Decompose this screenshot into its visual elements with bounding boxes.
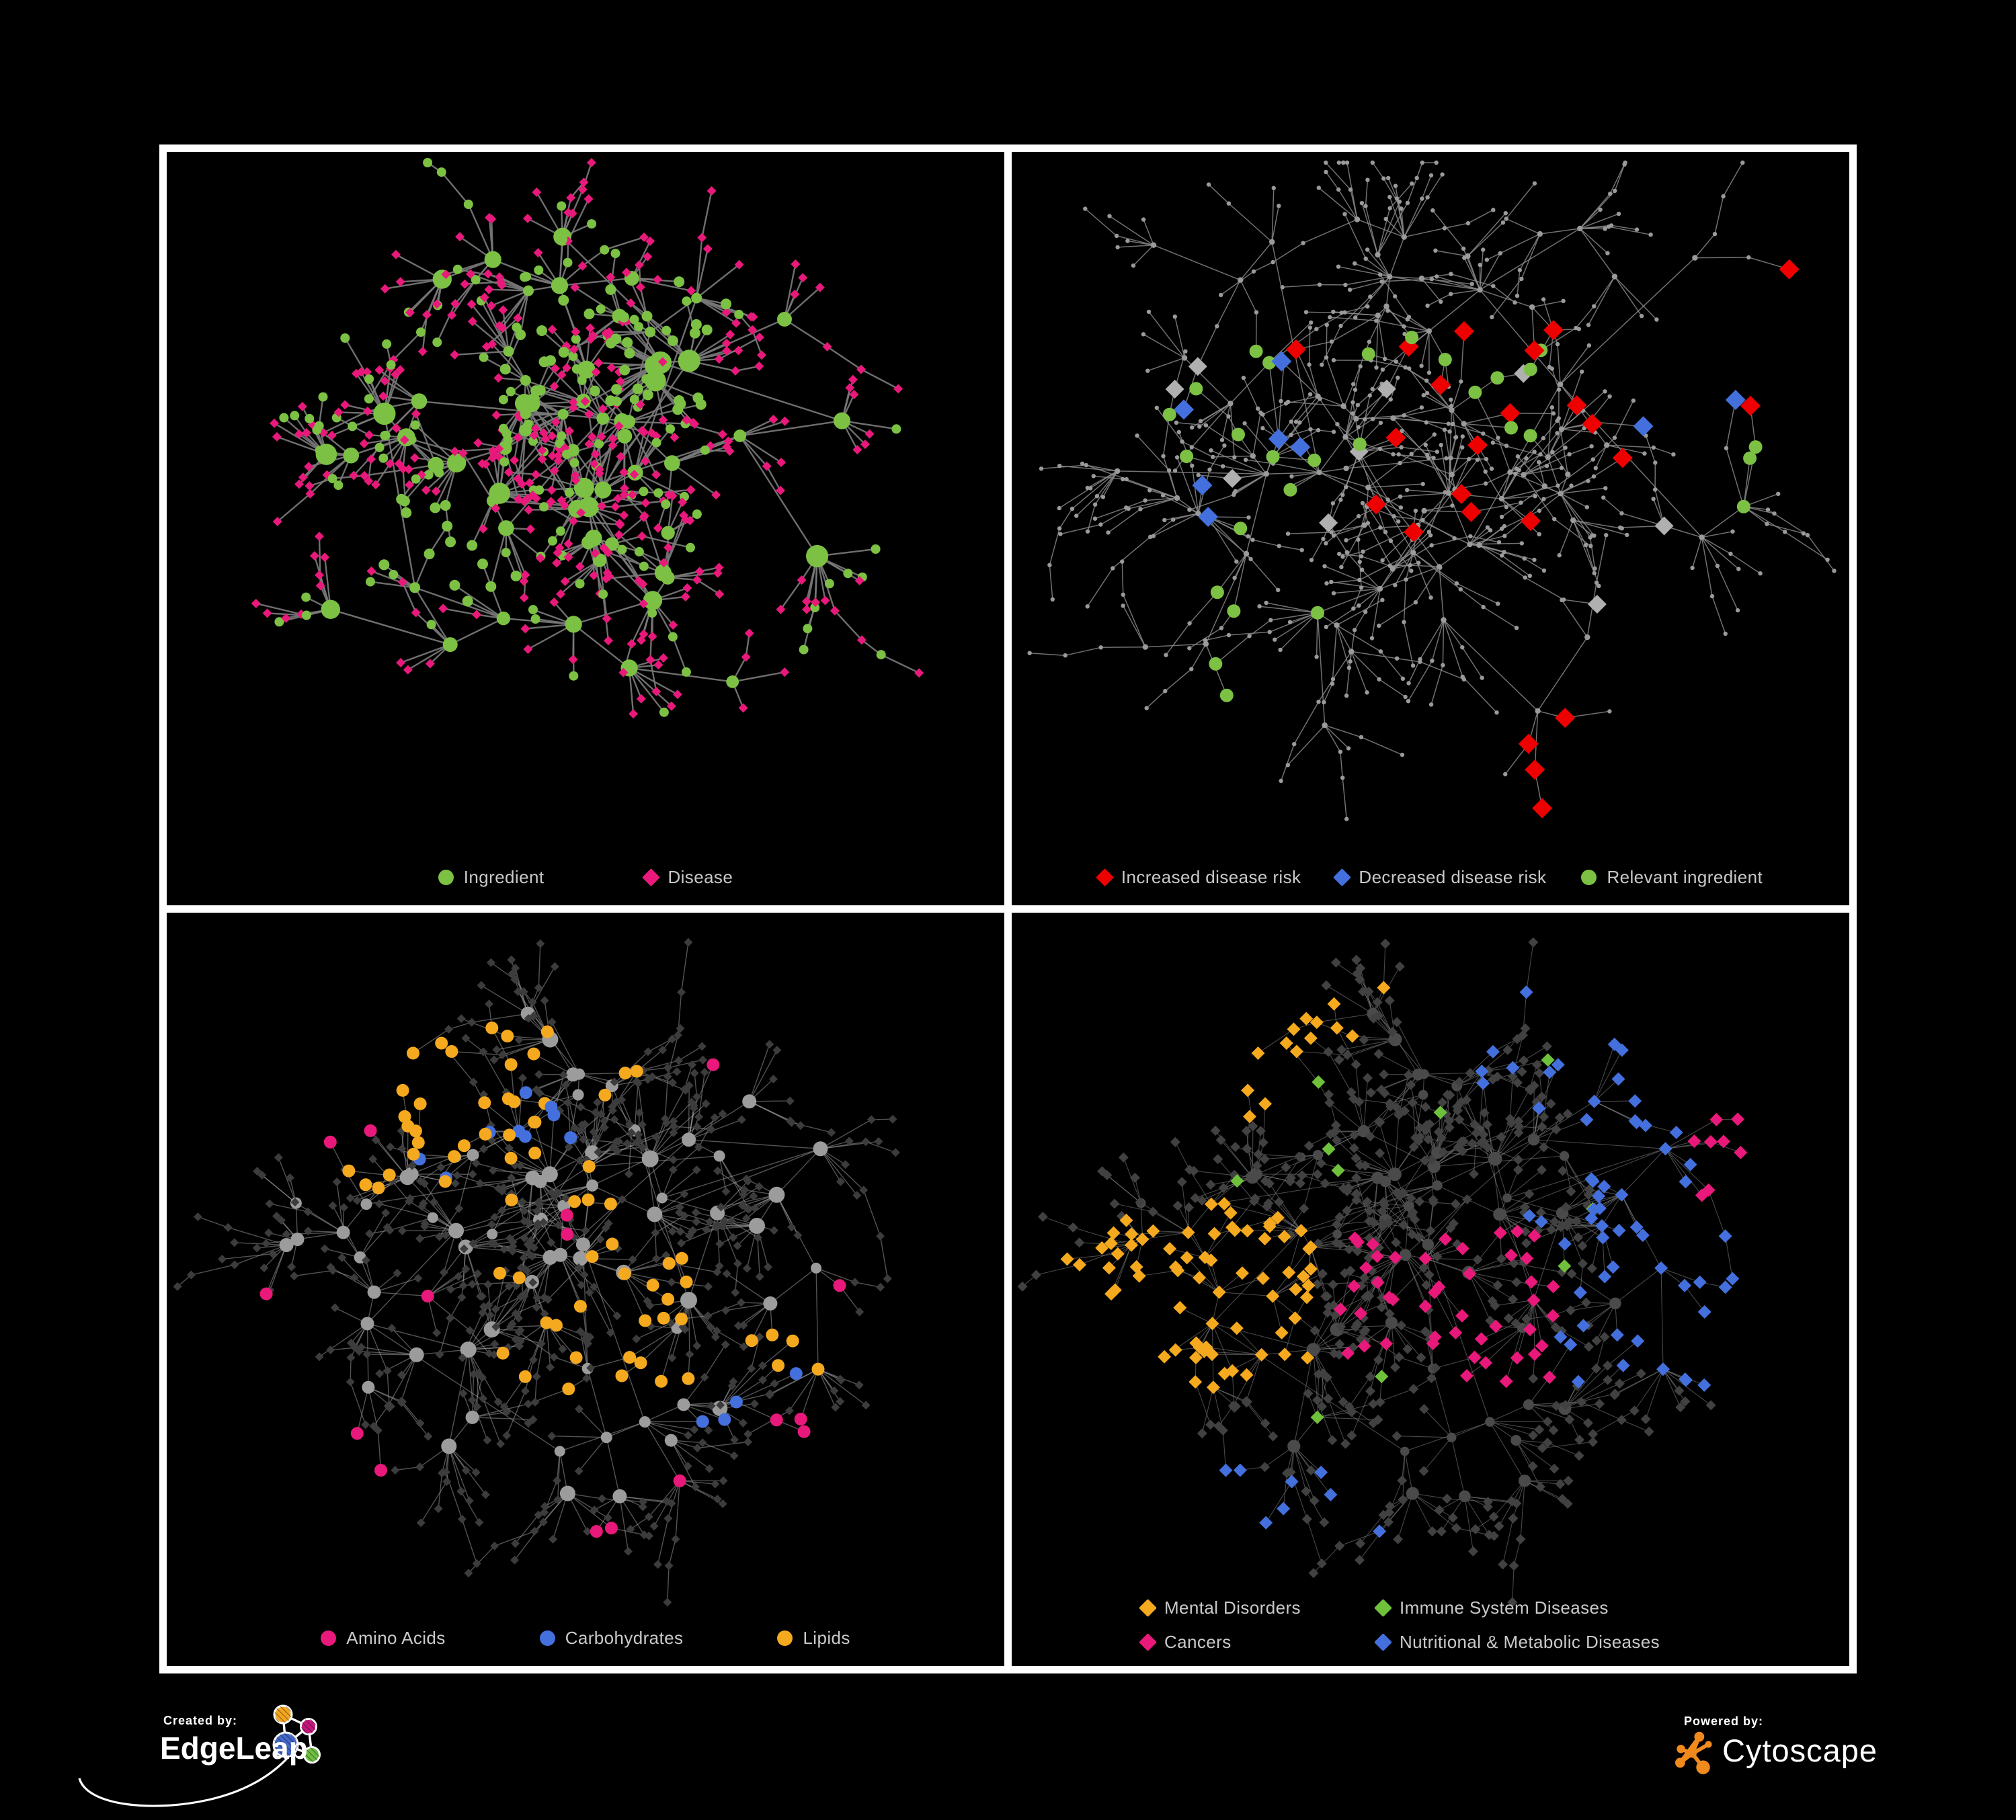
increased-risk-diamond-icon [1096,868,1114,886]
created-by-label: Created by: [163,1714,237,1728]
panel-grid: Ingredient Disease Increased disease ris… [159,144,1857,1673]
legend-item-cancers: Cancers [1141,1632,1377,1653]
nutrient-class-graph [167,913,1004,1666]
disease-diamond-icon [643,868,661,886]
cytoscape-branding: Powered by: Cytoscape [1672,1710,1914,1798]
legend-disease-risk: Increased disease risk Decreased disease… [1012,867,1849,888]
legend-item-nutritional-metabolic: Nutritional & Metabolic Diseases [1377,1632,1660,1653]
legend-ingredient-disease: Ingredient Disease [167,867,1004,888]
legend-item-mental-disorders: Mental Disorders [1141,1598,1377,1618]
mental-disorders-diamond-icon [1139,1599,1157,1617]
legend-item-amino-acids: Amino Acids [321,1628,445,1649]
amino-acids-circle-icon [321,1630,336,1646]
legend-label-immune-diseases: Immune System Diseases [1400,1598,1609,1618]
legend-item-ingredient: Ingredient [438,867,545,888]
cancers-diamond-icon [1139,1633,1157,1651]
legend-label-increased-risk: Increased disease risk [1121,867,1301,888]
ingredient-disease-graph [167,152,1004,905]
legend-label-lipids: Lipids [803,1628,850,1649]
legend-label-relevant-ingredient: Relevant ingredient [1607,867,1763,888]
immune-diseases-diamond-icon [1374,1599,1392,1617]
disease-risk-graph [1012,152,1849,905]
legend-label-disease: Disease [668,867,733,888]
lipids-circle-icon [777,1630,793,1646]
panel-disease-class-network: Mental Disorders Immune System Diseases … [1012,913,1849,1666]
legend-item-disease: Disease [645,867,733,888]
legend-item-relevant-ingredient: Relevant ingredient [1581,867,1763,888]
carbohydrates-circle-icon [540,1630,555,1646]
powered-by-label: Powered by: [1684,1714,1763,1729]
edgeleap-wordmark: EdgeLeap [160,1730,308,1766]
ingredient-circle-icon [438,870,454,885]
legend-label-mental-disorders: Mental Disorders [1164,1598,1301,1618]
nutritional-metabolic-diamond-icon [1374,1633,1392,1651]
legend-item-increased-risk: Increased disease risk [1098,867,1301,888]
legend-item-immune-diseases: Immune System Diseases [1377,1598,1660,1618]
panel-nutrient-class-network: Amino Acids Carbohydrates Lipids [167,913,1004,1666]
legend-item-carbohydrates: Carbohydrates [540,1628,684,1649]
cytoscape-logo-icon [1674,1731,1716,1775]
edgeleap-branding: Created by: EdgeLeap [67,1699,363,1820]
legend-label-carbohydrates: Carbohydrates [565,1628,684,1649]
legend-label-decreased-risk: Decreased disease risk [1359,867,1546,888]
disease-class-graph [1012,913,1849,1666]
panel-ingredient-disease-network: Ingredient Disease [167,152,1004,905]
legend-item-decreased-risk: Decreased disease risk [1336,867,1546,888]
legend-label-nutritional-metabolic: Nutritional & Metabolic Diseases [1400,1632,1660,1653]
relevant-ingredient-circle-icon [1581,870,1597,885]
panel-disease-risk-network: Increased disease risk Decreased disease… [1012,152,1849,905]
legend-nutrient-classes: Amino Acids Carbohydrates Lipids [167,1628,1004,1649]
legend-item-lipids: Lipids [777,1628,850,1649]
legend-label-cancers: Cancers [1164,1632,1232,1653]
legend-label-ingredient: Ingredient [464,867,545,888]
cytoscape-wordmark: Cytoscape [1722,1732,1878,1769]
legend-label-amino-acids: Amino Acids [346,1628,445,1649]
decreased-risk-diamond-icon [1333,868,1351,886]
legend-disease-classes: Mental Disorders Immune System Diseases … [1141,1598,1660,1653]
